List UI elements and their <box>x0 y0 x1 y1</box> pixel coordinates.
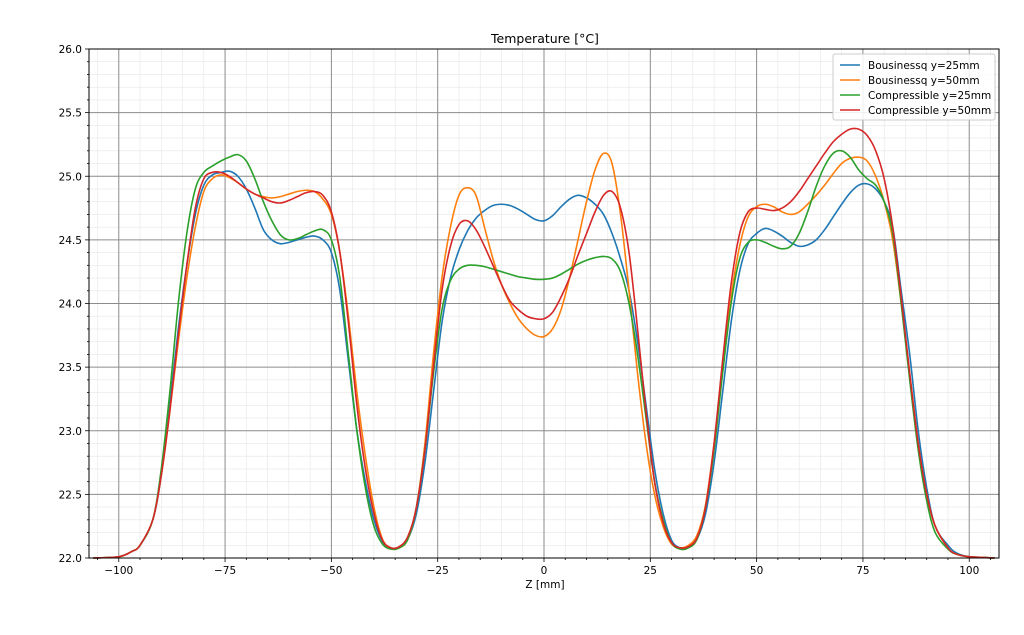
x-tick-label: 0 <box>541 565 548 577</box>
major-grid <box>89 48 999 559</box>
y-tick-label: 24.0 <box>59 299 82 311</box>
y-tick-label: 22.5 <box>59 489 82 501</box>
legend: Bousinessq y=25mm Bousinessq y=50mm Compre… <box>832 53 996 121</box>
legend-label-3: Compressible y=25mm <box>868 90 991 102</box>
series-line-1 <box>93 170 995 559</box>
y-axis: 22.0 22.5 23.0 23.5 24.0 24.5 25.0 25.5 26.0 <box>59 44 89 565</box>
legend-box <box>832 53 996 121</box>
y-tick-label: 23.0 <box>59 426 82 438</box>
chart-title: Temperature [°C] <box>490 31 599 46</box>
legend-label-1: Bousinessq y=25mm <box>868 60 980 72</box>
x-axis: −100 −75 −50 −25 0 25 50 75 100 <box>97 558 991 577</box>
x-tick-label: 100 <box>959 565 979 577</box>
x-tick-label: −75 <box>214 565 236 577</box>
x-axis-label: Z [mm] <box>525 579 564 591</box>
x-tick-label: −50 <box>320 565 342 577</box>
x-tick-label: 75 <box>856 565 869 577</box>
series-line-4 <box>93 127 995 559</box>
x-tick-label: −25 <box>427 565 449 577</box>
legend-label-4: Compressible y=50mm <box>868 105 991 117</box>
x-tick-label: −100 <box>104 565 133 577</box>
series-line-3 <box>93 149 995 559</box>
x-tick-label: 50 <box>750 565 763 577</box>
y-tick-label: 25.0 <box>59 171 82 183</box>
x-tick-label: 25 <box>644 565 657 577</box>
y-tick-label: 24.5 <box>59 235 82 247</box>
y-tick-label: 23.5 <box>59 362 82 374</box>
y-tick-label: 26.0 <box>59 44 82 56</box>
series-layer <box>93 127 995 559</box>
y-tick-label: 22.0 <box>59 553 82 565</box>
y-tick-label: 25.5 <box>59 108 82 120</box>
legend-label-2: Bousinessq y=50mm <box>868 75 980 87</box>
